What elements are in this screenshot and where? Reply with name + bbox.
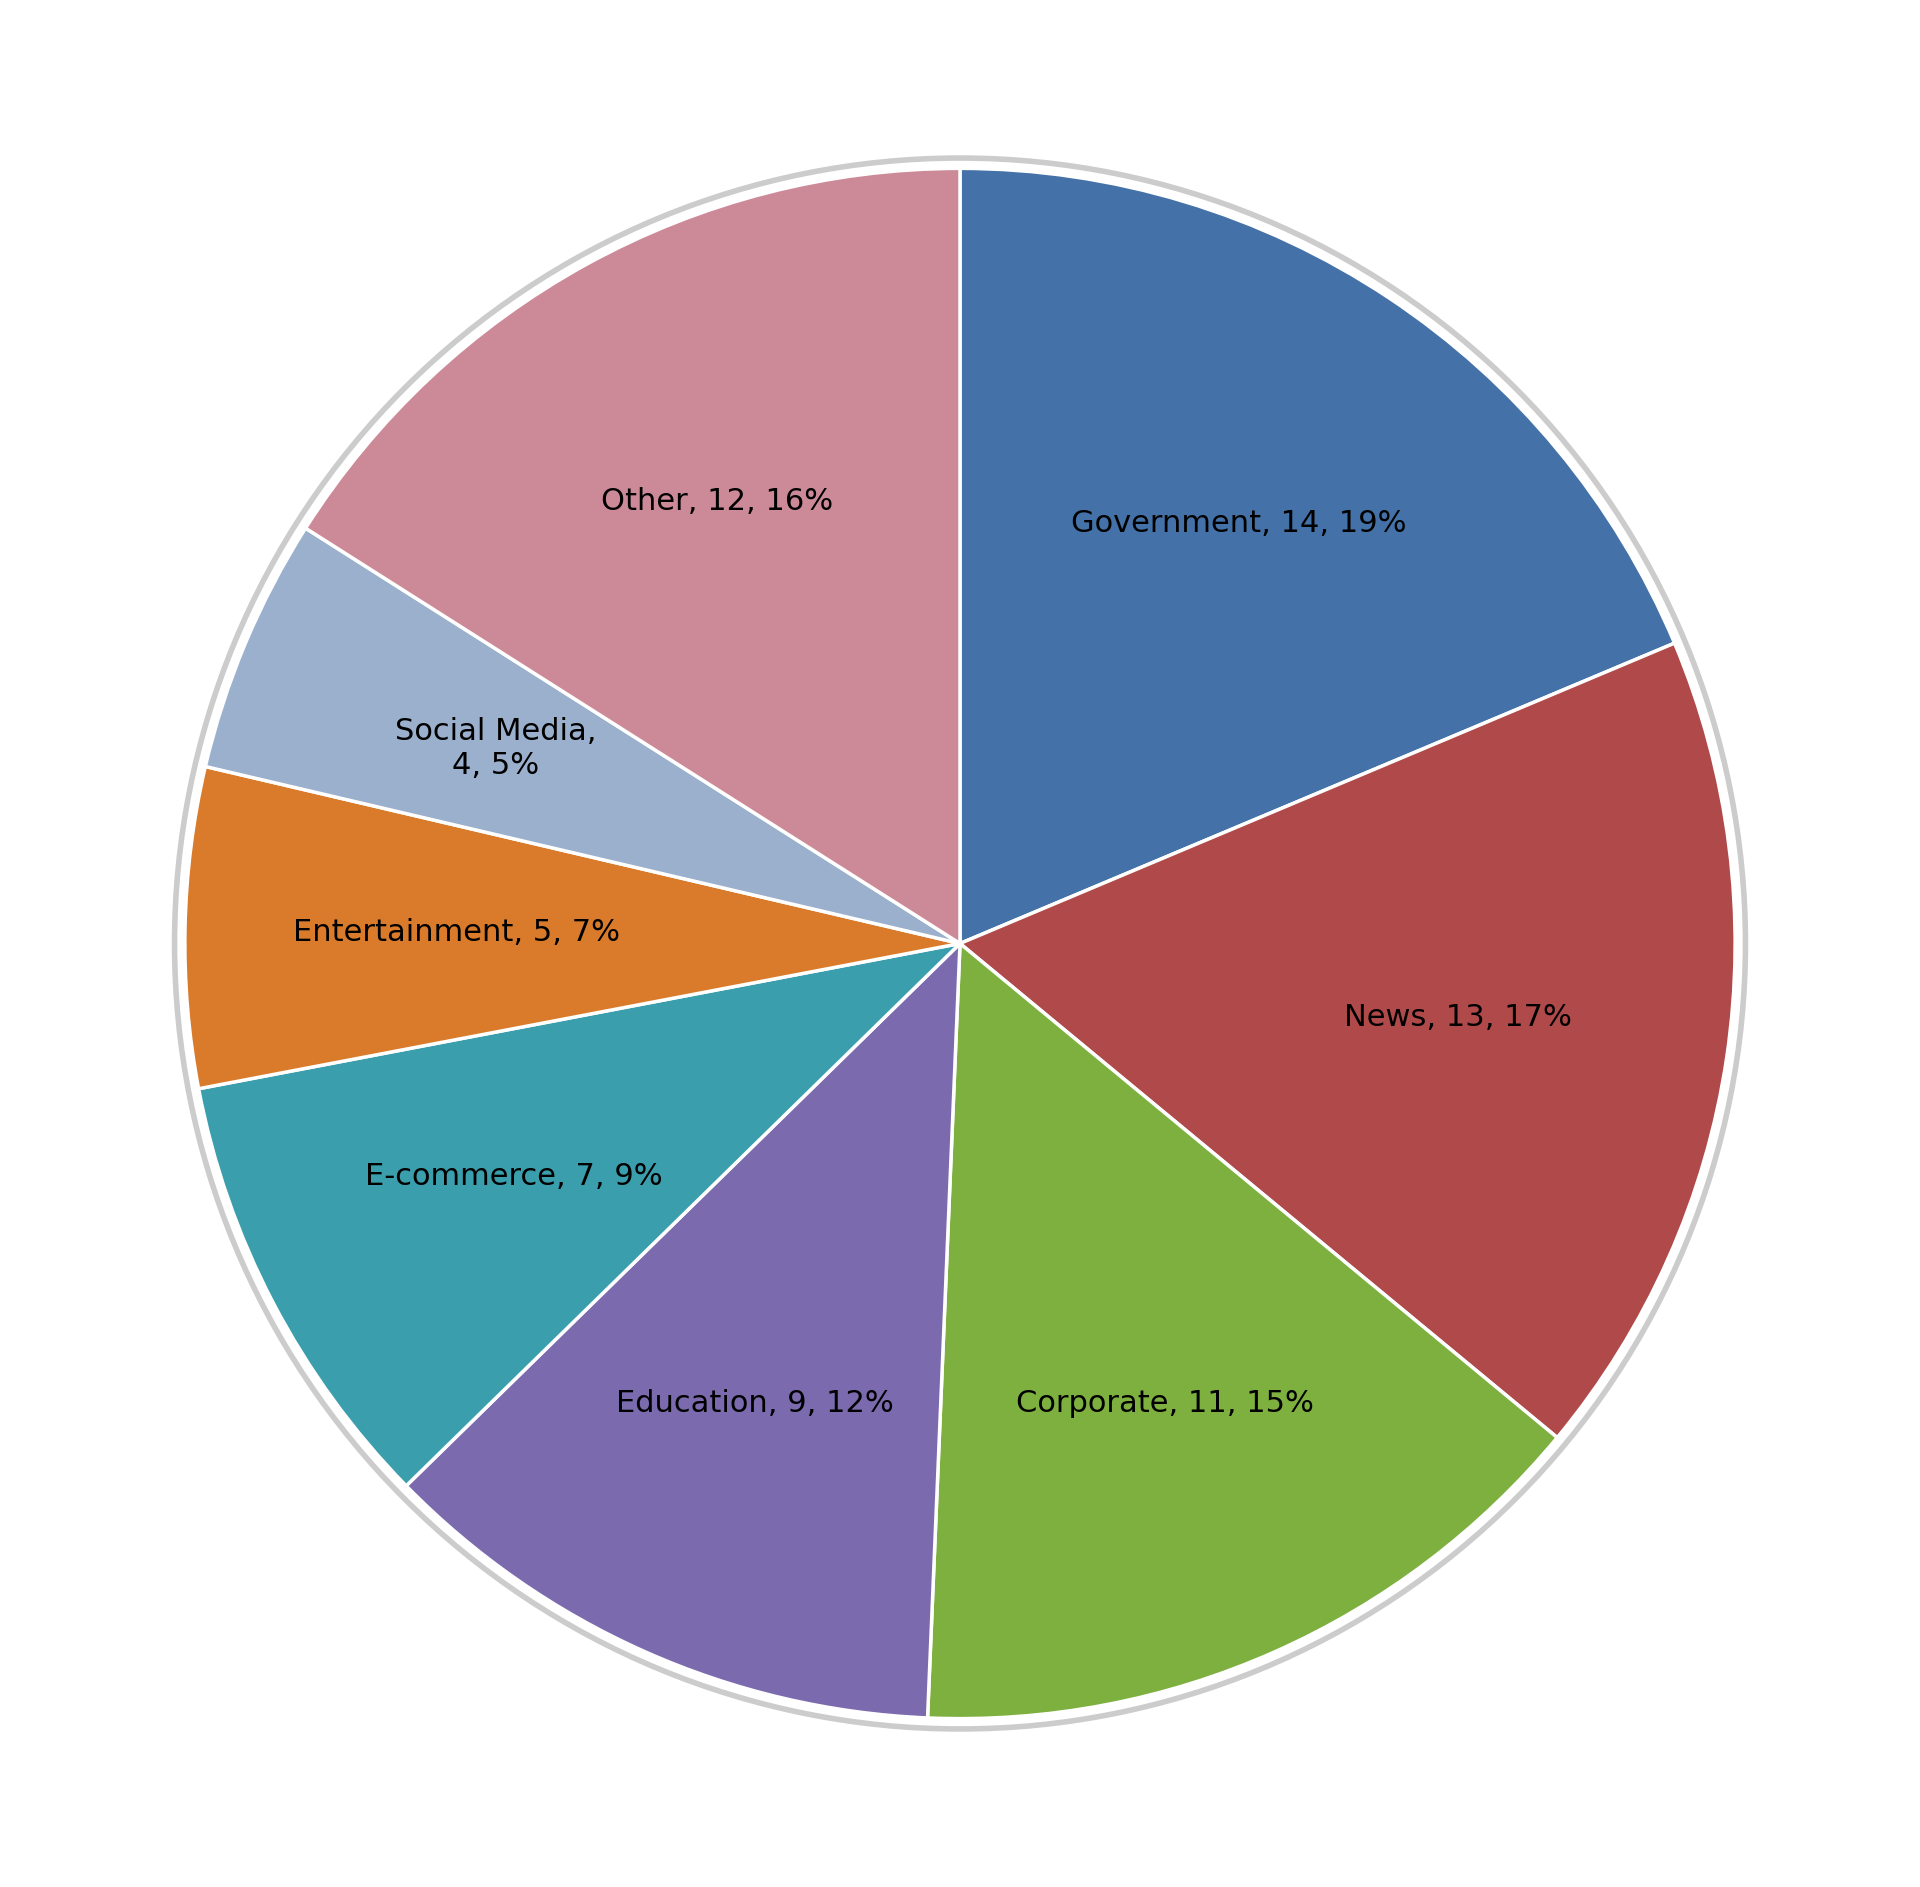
Wedge shape <box>198 944 960 1485</box>
Text: Corporate, 11, 15%: Corporate, 11, 15% <box>1016 1389 1313 1419</box>
Wedge shape <box>927 944 1557 1719</box>
Text: News, 13, 17%: News, 13, 17% <box>1344 1002 1572 1032</box>
Wedge shape <box>960 643 1736 1438</box>
Text: Education, 9, 12%: Education, 9, 12% <box>616 1389 895 1419</box>
Text: Government, 14, 19%: Government, 14, 19% <box>1071 509 1407 538</box>
Text: E-commerce, 7, 9%: E-commerce, 7, 9% <box>365 1162 662 1191</box>
Wedge shape <box>407 944 960 1717</box>
Wedge shape <box>184 766 960 1089</box>
Wedge shape <box>205 528 960 944</box>
Wedge shape <box>305 168 960 944</box>
Wedge shape <box>960 168 1674 944</box>
Text: Other, 12, 16%: Other, 12, 16% <box>601 487 833 517</box>
Text: Entertainment, 5, 7%: Entertainment, 5, 7% <box>292 919 620 947</box>
Text: Social Media,
4, 5%: Social Media, 4, 5% <box>396 717 597 779</box>
